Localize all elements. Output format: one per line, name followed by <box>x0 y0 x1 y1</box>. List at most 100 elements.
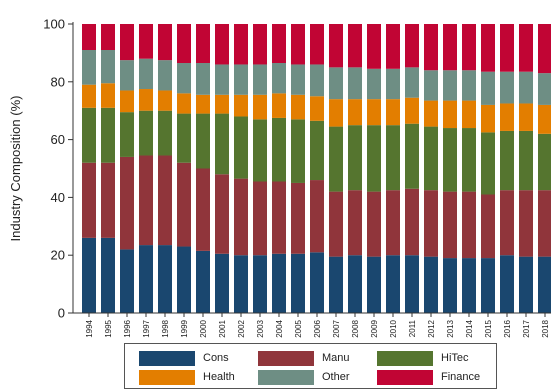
bar-manu-1998 <box>158 155 172 246</box>
bar-hitec-2016 <box>500 130 514 191</box>
x-tick-label-2002: 2002 <box>237 319 246 337</box>
x-tick-label-2003: 2003 <box>256 319 265 337</box>
bar-finance-2015 <box>481 24 495 72</box>
bar-other-2018 <box>538 73 551 105</box>
x-tick-label-2007: 2007 <box>332 319 341 337</box>
bar-hitec-1994 <box>82 107 96 163</box>
y-tick-label-100: 100 <box>43 17 65 32</box>
legend-swatch-manu <box>258 350 314 366</box>
bar-manu-2013 <box>443 191 457 259</box>
legend-item-manu: Manu <box>258 349 350 367</box>
x-tick-label-2004: 2004 <box>275 319 284 337</box>
legend-item-cons: Cons <box>139 349 229 367</box>
bar-manu-2005 <box>291 182 305 254</box>
bar-health-2002 <box>234 94 248 117</box>
legend-item-other: Other <box>258 368 350 386</box>
legend-label-hitec: HiTec <box>441 352 469 364</box>
legend: Cons Manu HiTec Health Other Finance <box>124 343 497 389</box>
bar-other-2012 <box>424 70 438 101</box>
bar-finance-2009 <box>367 24 381 69</box>
bar-finance-2016 <box>500 24 514 72</box>
legend-item-hitec: HiTec <box>377 349 469 367</box>
bar-manu-2003 <box>253 181 267 256</box>
legend-swatch-cons <box>139 350 195 366</box>
bar-hitec-2009 <box>367 125 381 192</box>
bar-other-2003 <box>253 64 267 95</box>
bar-finance-2017 <box>519 24 533 72</box>
bar-other-2002 <box>234 64 248 95</box>
bar-finance-2012 <box>424 24 438 71</box>
bar-other-1997 <box>139 58 153 90</box>
bar-other-1996 <box>120 60 134 91</box>
bar-finance-1997 <box>139 24 153 59</box>
bar-health-1997 <box>139 89 153 111</box>
x-tick-label-1996: 1996 <box>123 319 132 337</box>
bar-cons-2006 <box>310 252 324 313</box>
bar-cons-1996 <box>120 249 134 313</box>
bar-other-2005 <box>291 64 305 95</box>
bar-hitec-1995 <box>101 107 115 163</box>
bar-other-2016 <box>500 71 514 104</box>
bar-health-2000 <box>196 94 210 114</box>
bar-health-2017 <box>519 103 533 131</box>
bar-cons-2018 <box>538 256 551 313</box>
bar-finance-2004 <box>272 24 286 64</box>
bar-hitec-2007 <box>329 126 343 192</box>
bar-hitec-2003 <box>253 119 267 182</box>
bar-other-2004 <box>272 63 286 94</box>
legend-swatch-other <box>258 369 314 385</box>
bar-finance-2002 <box>234 24 248 65</box>
bars-layer <box>82 24 551 313</box>
bar-finance-2005 <box>291 24 305 65</box>
bar-manu-1995 <box>101 162 115 238</box>
bar-manu-2009 <box>367 191 381 257</box>
bar-cons-2009 <box>367 256 381 313</box>
bar-finance-2014 <box>462 24 476 71</box>
bar-cons-2017 <box>519 256 533 313</box>
x-tick-label-2001: 2001 <box>218 319 227 337</box>
bar-health-2006 <box>310 96 324 121</box>
bar-manu-2018 <box>538 190 551 257</box>
bar-manu-2007 <box>329 191 343 257</box>
bar-manu-1999 <box>177 162 191 247</box>
bar-other-2014 <box>462 70 476 101</box>
bar-finance-2003 <box>253 24 267 65</box>
y-tick-label-80: 80 <box>51 74 65 89</box>
x-tick-label-2012: 2012 <box>427 319 436 337</box>
bar-other-2000 <box>196 63 210 95</box>
x-tick-label-1995: 1995 <box>104 319 113 337</box>
x-tick-label-2000: 2000 <box>199 319 208 337</box>
x-tick-label-1997: 1997 <box>142 319 151 337</box>
bar-health-1995 <box>101 83 115 108</box>
y-tick-label-20: 20 <box>51 248 65 263</box>
bar-health-2003 <box>253 94 267 120</box>
bar-health-1996 <box>120 90 134 113</box>
bar-finance-2018 <box>538 24 551 74</box>
bar-other-2001 <box>215 64 229 95</box>
bar-manu-1994 <box>82 162 96 238</box>
bar-finance-1995 <box>101 24 115 51</box>
bar-cons-1999 <box>177 246 191 313</box>
x-tick-label-2014: 2014 <box>465 319 474 337</box>
bar-manu-1996 <box>120 156 134 250</box>
y-tick-label-40: 40 <box>51 190 65 205</box>
bar-health-1998 <box>158 90 172 111</box>
bar-hitec-1997 <box>139 110 153 156</box>
bar-health-2015 <box>481 104 495 133</box>
bar-other-1999 <box>177 63 191 94</box>
bar-finance-2007 <box>329 24 343 68</box>
bar-cons-2001 <box>215 253 229 313</box>
bar-other-2017 <box>519 71 533 104</box>
bar-cons-2010 <box>386 255 400 313</box>
bar-health-2012 <box>424 100 438 127</box>
bar-other-1995 <box>101 50 115 84</box>
bar-manu-2012 <box>424 190 438 257</box>
x-tick-label-2011: 2011 <box>408 319 417 337</box>
bar-cons-2003 <box>253 255 267 313</box>
bar-hitec-2018 <box>538 133 551 191</box>
bar-health-2010 <box>386 99 400 126</box>
bar-health-1999 <box>177 93 191 114</box>
bar-finance-2001 <box>215 24 229 65</box>
x-tick-label-2009: 2009 <box>370 319 379 337</box>
bar-health-2018 <box>538 104 551 134</box>
